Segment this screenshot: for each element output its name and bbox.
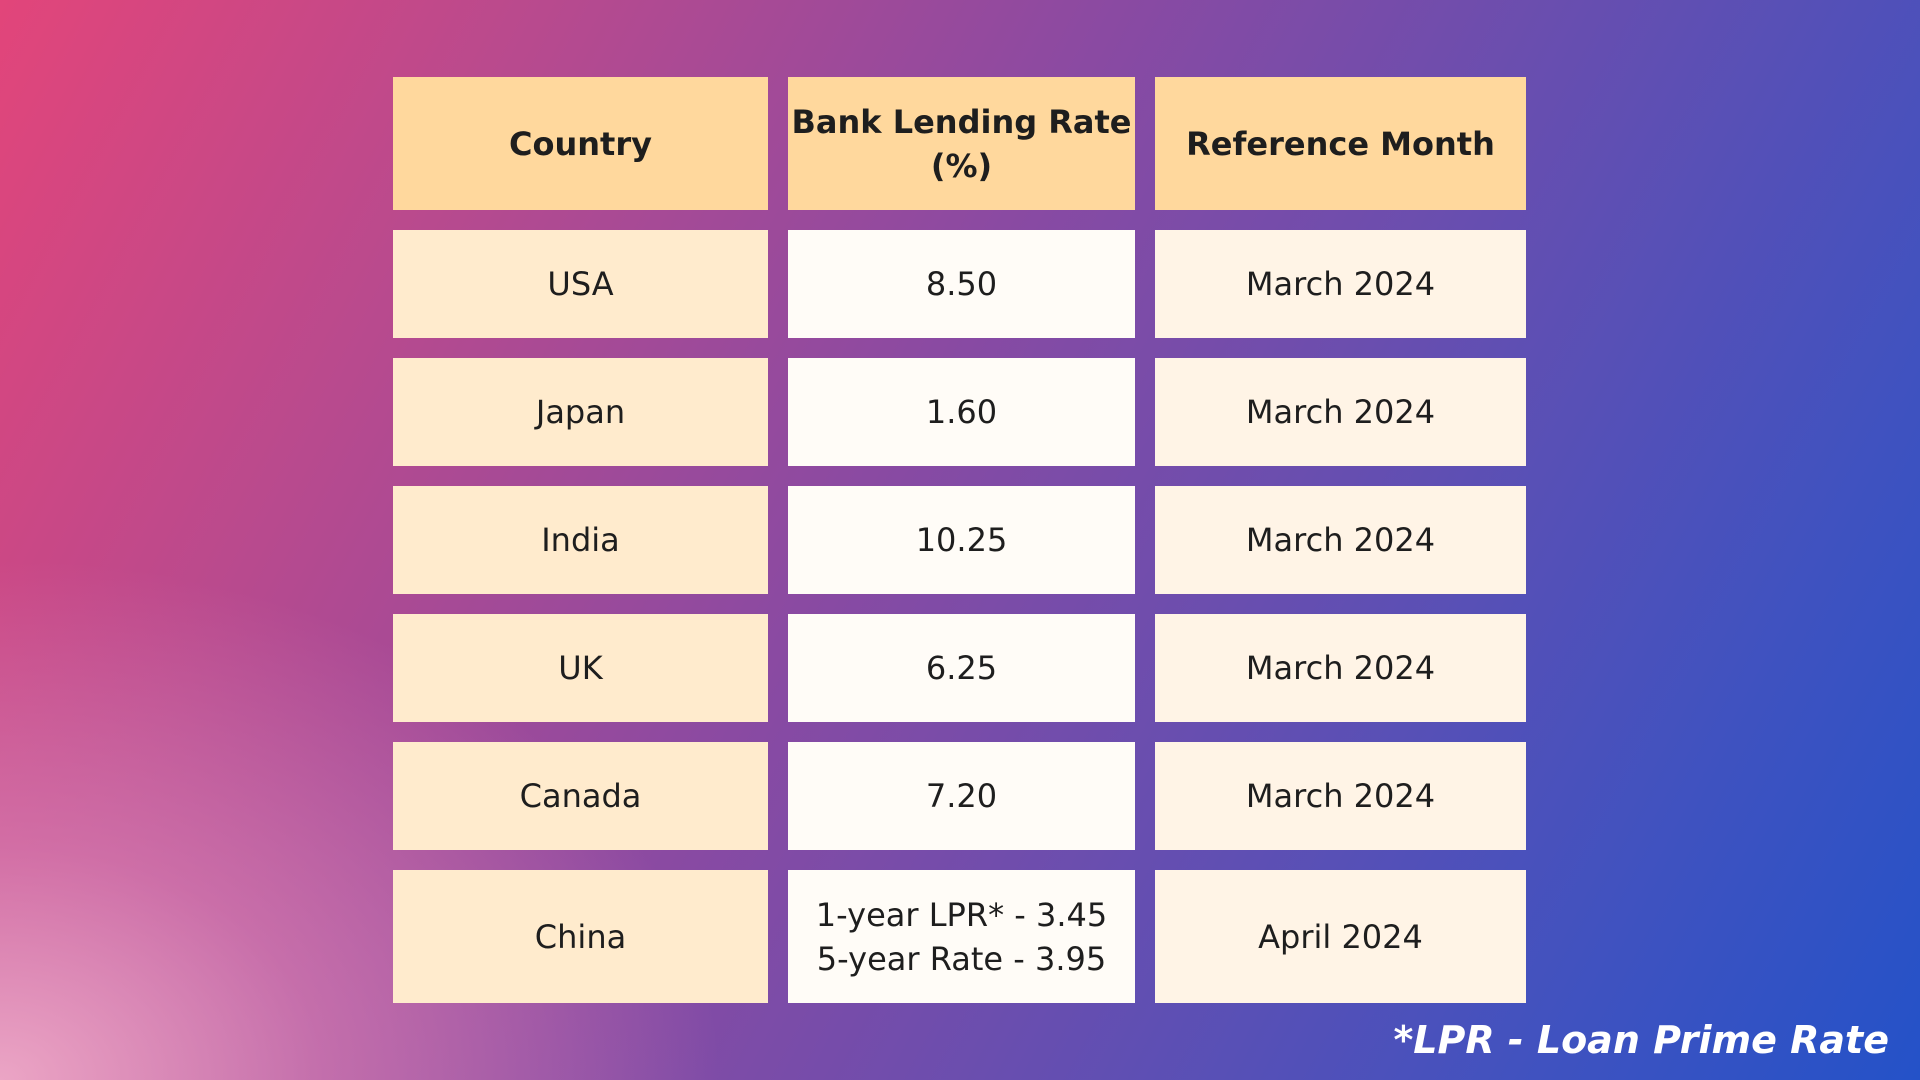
cell-rate: 1-year LPR* - 3.45 5-year Rate - 3.95 <box>788 870 1135 1003</box>
cell-country: Canada <box>393 742 768 850</box>
cell-month: March 2024 <box>1155 742 1526 850</box>
header-month: Reference Month <box>1155 77 1526 210</box>
cell-month: April 2024 <box>1155 870 1526 1003</box>
cell-country: Japan <box>393 358 768 466</box>
rate-label: 6.25 <box>925 649 998 687</box>
cell-month: March 2024 <box>1155 486 1526 594</box>
month-label: March 2024 <box>1245 777 1436 815</box>
month-label: March 2024 <box>1245 393 1436 431</box>
country-label: Japan <box>535 393 626 431</box>
country-label: India <box>541 521 620 559</box>
cell-country: USA <box>393 230 768 338</box>
cell-rate: 6.25 <box>788 614 1135 722</box>
cell-month: March 2024 <box>1155 358 1526 466</box>
header-rate-line-2: (%) <box>930 146 993 185</box>
month-label: March 2024 <box>1245 521 1436 559</box>
cell-month: March 2024 <box>1155 614 1526 722</box>
header-rate-line-1: Bank Lending Rate <box>791 102 1132 141</box>
cell-rate: 8.50 <box>788 230 1135 338</box>
country-label: USA <box>547 265 614 303</box>
lending-rate-table: Country Bank Lending Rate (%) Reference … <box>393 77 1526 1003</box>
rate-label: 7.20 <box>925 777 998 815</box>
rate-label: 1.60 <box>925 393 998 431</box>
rate-line-1: 1-year LPR* - 3.45 <box>815 895 1108 934</box>
header-country-label: Country <box>509 124 652 163</box>
country-label: Canada <box>519 777 642 815</box>
rate-label: 8.50 <box>925 265 998 303</box>
cell-month: March 2024 <box>1155 230 1526 338</box>
cell-country: UK <box>393 614 768 722</box>
footnote: *LPR - Loan Prime Rate <box>1393 1018 1889 1062</box>
rate-line-2: 5-year Rate - 3.95 <box>816 939 1107 978</box>
cell-country: India <box>393 486 768 594</box>
country-label: UK <box>558 649 603 687</box>
month-label: March 2024 <box>1245 649 1436 687</box>
country-label: China <box>534 917 627 956</box>
header-country: Country <box>393 77 768 210</box>
month-label: March 2024 <box>1245 265 1436 303</box>
cell-rate: 10.25 <box>788 486 1135 594</box>
header-rate: Bank Lending Rate (%) <box>788 77 1135 210</box>
rate-label: 10.25 <box>915 521 1008 559</box>
cell-country: China <box>393 870 768 1003</box>
cell-rate: 1.60 <box>788 358 1135 466</box>
month-label: April 2024 <box>1258 917 1423 956</box>
header-month-label: Reference Month <box>1186 124 1495 163</box>
cell-rate: 7.20 <box>788 742 1135 850</box>
